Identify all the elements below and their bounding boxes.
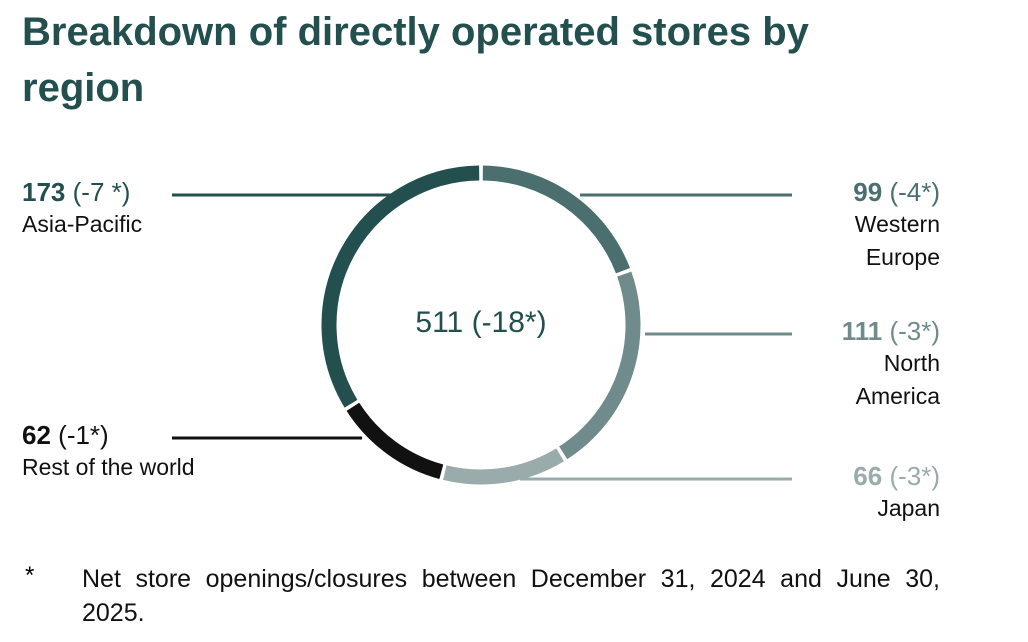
region-label: 62 (-1*) Rest of the world (22, 419, 282, 484)
category-label: Japan (877, 495, 940, 521)
change-label: (-4*) (889, 177, 940, 207)
donut-segment (482, 165, 630, 274)
category-label: Rest of the world (22, 454, 195, 480)
value-label: 173 (22, 177, 66, 207)
center-label: 511 (-18*) (381, 306, 581, 340)
value-label: 62 (22, 420, 51, 450)
change-label: (-3*) (889, 316, 940, 346)
value-label: 111 (841, 316, 883, 346)
category-label: North America (855, 350, 940, 409)
value-line: 66 (-3*) (800, 460, 940, 492)
change-label: (-3*) (889, 461, 940, 491)
donut-segment (346, 402, 444, 479)
value-label: 66 (853, 461, 883, 491)
category-label: Western Europe (854, 211, 940, 270)
total-change: (-18*) (471, 306, 547, 339)
value-label: 99 (853, 177, 883, 207)
category-label: Asia-Pacific (22, 211, 143, 237)
footnote-marker: * (25, 562, 35, 589)
total: 511 (415, 306, 464, 339)
chart-title: Breakdown of directly operated stores by… (22, 10, 809, 110)
donut-segment (321, 165, 480, 408)
value-line: 99 (-4*) (740, 176, 940, 208)
donut-segment (559, 271, 641, 460)
change-label: (-7 *) (72, 177, 131, 207)
value-line: 62 (-1*) (22, 419, 282, 451)
region-label: 99 (-4*) Western Europe (740, 176, 940, 274)
value-line: 111 (-3*) (800, 315, 940, 347)
donut-segment (443, 448, 565, 485)
region-label: 111 (-3*) North America (800, 315, 940, 413)
change-label: (-1*) (58, 420, 109, 450)
footnote: Net store openings/closures between Dece… (82, 565, 940, 627)
region-label: 66 (-3*) Japan (800, 460, 940, 525)
region-label: 173 (-7 *) Asia-Pacific (22, 176, 222, 241)
value-line: 173 (-7 *) (22, 176, 222, 208)
